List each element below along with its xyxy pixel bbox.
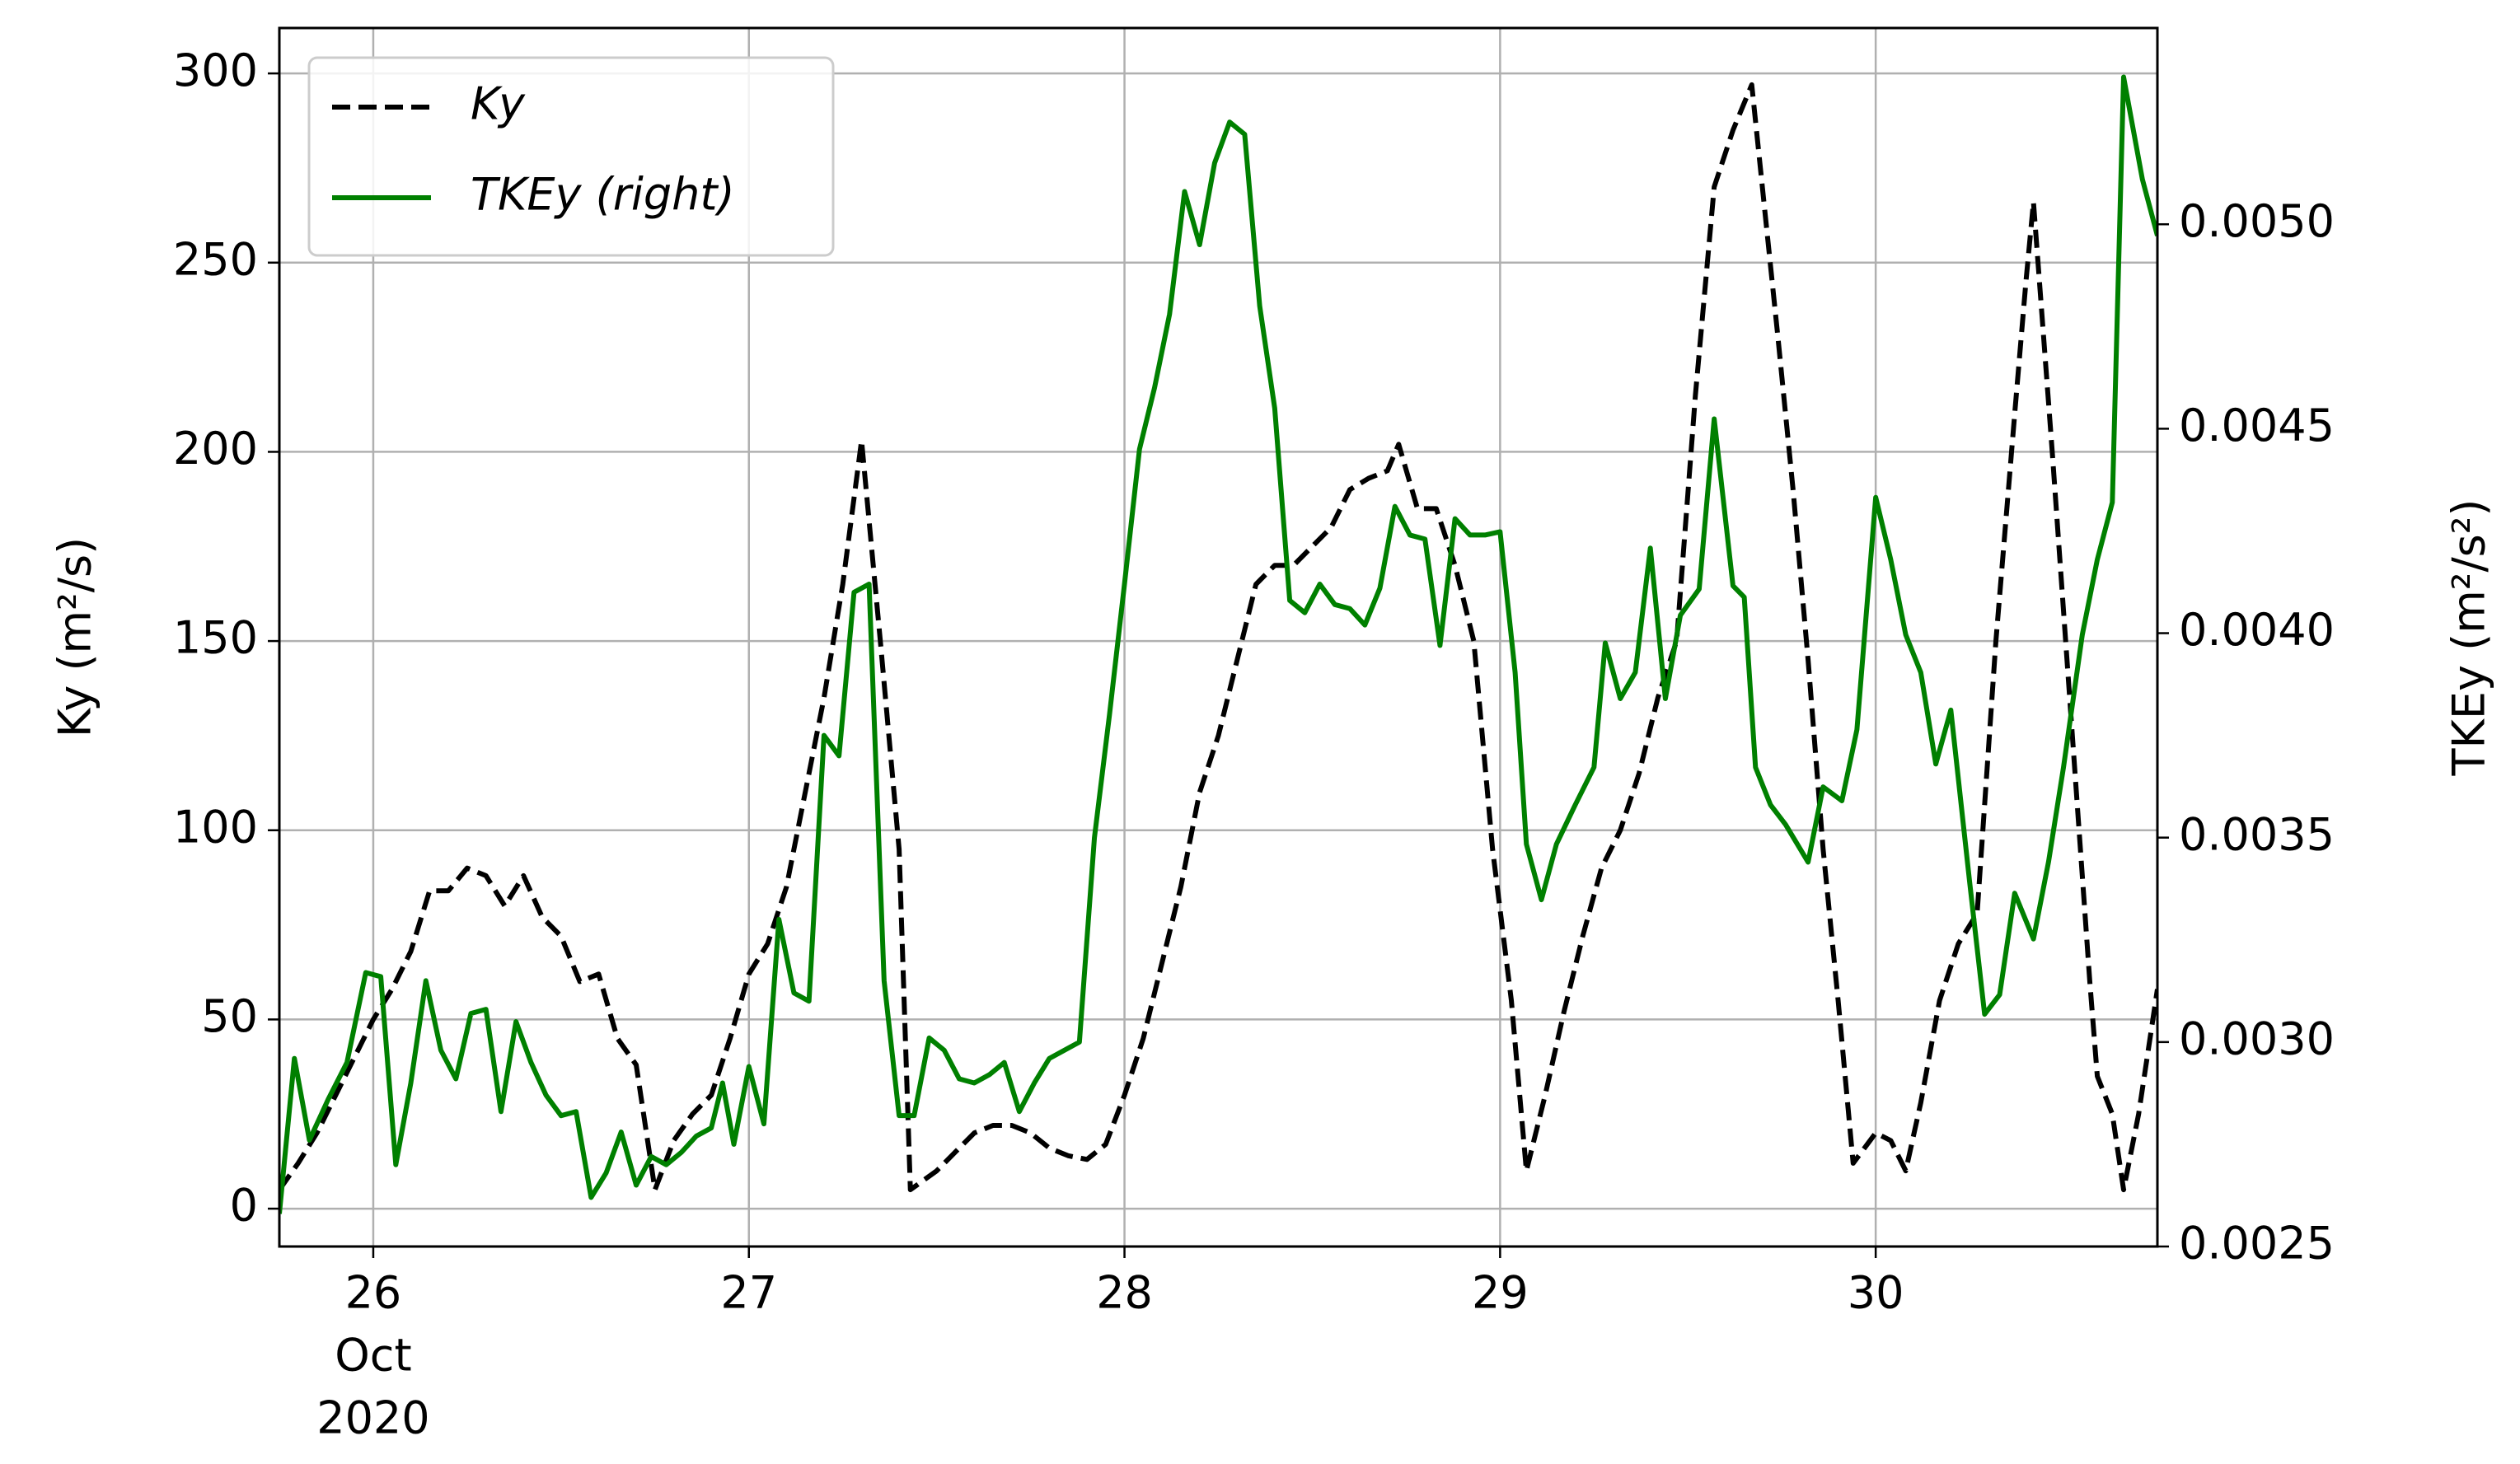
x-tick-label: 27 (720, 1267, 777, 1319)
legend-label: TKEy (right) (471, 169, 735, 221)
legend-label: Ky (471, 78, 526, 130)
x-tick-label: 30 (1848, 1267, 1904, 1319)
y2-tick-label: 0.0050 (2179, 195, 2335, 247)
y-axis-label: Ky (m²/s) (49, 537, 101, 737)
y2-tick-label: 0.0025 (2179, 1218, 2335, 1270)
y2-tick-label: 0.0035 (2179, 808, 2335, 860)
y-tick-label: 100 (173, 801, 258, 853)
x-tick-label: 26 (345, 1267, 402, 1319)
x-year-label: 2020 (316, 1392, 429, 1444)
legend-box (307, 56, 835, 257)
plot-frame (278, 26, 2159, 1248)
data-line (279, 74, 2157, 1214)
x-month-label: Oct (335, 1330, 411, 1382)
x-tick-label: 29 (1472, 1267, 1529, 1319)
y-tick-label: 250 (173, 233, 258, 285)
y-tick-label: 200 (173, 423, 258, 475)
data-line (279, 82, 2157, 1193)
y2-tick-label: 0.0045 (2179, 400, 2335, 451)
y2-tick-label: 0.0030 (2179, 1013, 2335, 1064)
y-tick-label: 150 (173, 612, 258, 664)
y2-tick-label: 0.0040 (2179, 604, 2335, 656)
y-tick-label: 300 (173, 44, 258, 96)
x-tick-label: 28 (1096, 1267, 1153, 1319)
y2-axis-label: TKEy (m²/s²) (2443, 499, 2495, 777)
y-tick-label: 0 (230, 1180, 258, 1232)
y-tick-label: 50 (201, 990, 258, 1042)
